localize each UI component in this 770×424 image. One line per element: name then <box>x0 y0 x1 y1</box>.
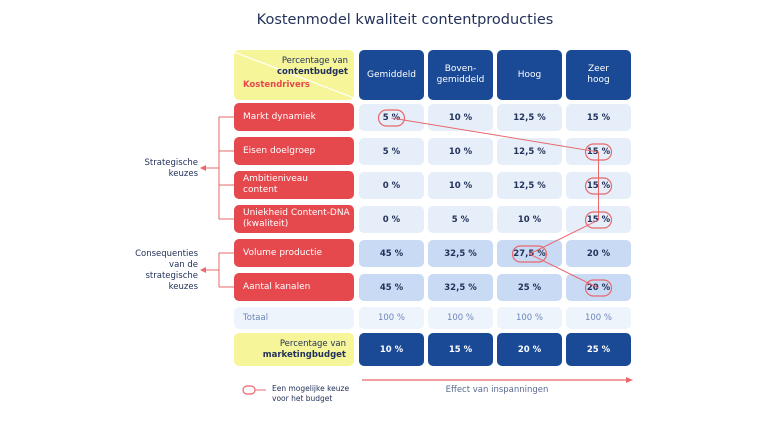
marketing-cell: 20 % <box>497 333 562 366</box>
value-cell: 32,5 % <box>428 240 493 267</box>
legend-label: Een mogelijke keuze voor het budget <box>272 384 350 403</box>
corner-top-line1: Percentage van <box>281 56 348 66</box>
corner-diagonal <box>234 51 354 99</box>
driver-label: Uniekheid Content-DNA (kwaliteit) <box>234 205 354 233</box>
selection-circle <box>584 177 613 195</box>
value-cell: 12,5 % <box>497 172 562 199</box>
value-cell: 25 % <box>497 274 562 301</box>
driver-label: Markt dynamiek <box>234 103 354 131</box>
selection-circle <box>584 211 613 229</box>
value-cell: 45 % <box>359 240 424 267</box>
selection-circle <box>377 109 406 127</box>
selection-path <box>391 117 599 289</box>
consequence-bracket-arrow-icon <box>200 267 206 273</box>
corner-top-line2: contentbudget <box>276 67 348 77</box>
total-cell: 100 % <box>428 307 493 329</box>
marketing-line2: marketingbudget <box>262 349 346 360</box>
selection-circle <box>584 143 613 161</box>
value-cell: 0 % <box>359 206 424 233</box>
value-cell: 20 % <box>566 240 631 267</box>
selection-circle <box>511 245 548 263</box>
value-cell: 10 % <box>428 104 493 131</box>
value-cell: 10 % <box>428 172 493 199</box>
total-label: Totaal <box>234 307 354 329</box>
marketing-line1: Percentage van <box>279 338 346 349</box>
value-cell: 12,5 % <box>497 104 562 131</box>
column-header: Zeer hoog <box>566 50 631 100</box>
corner-bottom: Kostendrivers <box>243 80 310 90</box>
value-cell: 15 % <box>566 104 631 131</box>
value-cell: 10 % <box>497 206 562 233</box>
total-cell: 100 % <box>359 307 424 329</box>
total-cell: 100 % <box>497 307 562 329</box>
effect-arrow-icon <box>626 377 633 383</box>
column-header: Hoog <box>497 50 562 100</box>
driver-label: Volume productie <box>234 239 354 267</box>
column-header: Boven- gemiddeld <box>428 50 493 100</box>
corner-header: Percentage van contentbudget Kostendrive… <box>234 50 354 100</box>
value-cell: 32,5 % <box>428 274 493 301</box>
value-cell: 0 % <box>359 172 424 199</box>
selection-circle <box>584 279 613 297</box>
group-label-strategic: Strategische keuzes <box>144 158 198 179</box>
group-label-consequence: Consequenties van de strategische keuzes <box>135 249 198 292</box>
marketing-cell: 10 % <box>359 333 424 366</box>
marketing-cell: 15 % <box>428 333 493 366</box>
effect-label: Effect van inspanningen <box>445 385 549 395</box>
column-header: Gemiddeld <box>359 50 424 100</box>
value-cell: 45 % <box>359 274 424 301</box>
value-cell: 5 % <box>428 206 493 233</box>
diagram-title: Kostenmodel kwaliteit contentproducties <box>256 12 554 28</box>
driver-label: Ambitieniveau content <box>234 171 354 199</box>
marketing-label: Percentage van marketingbudget <box>234 333 354 366</box>
driver-label: Aantal kanalen <box>234 273 354 301</box>
value-cell: 10 % <box>428 138 493 165</box>
value-cell: 5 % <box>359 138 424 165</box>
total-cell: 100 % <box>566 307 631 329</box>
value-cell: 12,5 % <box>497 138 562 165</box>
driver-label: Eisen doelgroep <box>234 137 354 165</box>
marketing-cell: 25 % <box>566 333 631 366</box>
strategic-bracket-arrow-icon <box>200 165 206 171</box>
legend-circle-icon <box>242 385 256 395</box>
